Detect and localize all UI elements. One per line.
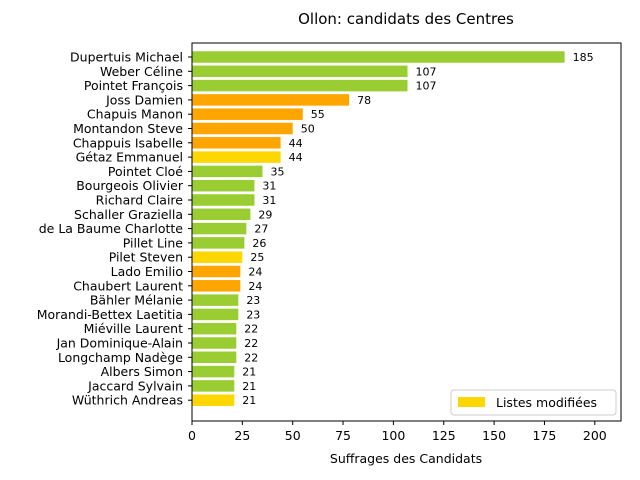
- bar: [192, 137, 281, 149]
- y-tick-label: Lado Emilio: [111, 264, 183, 279]
- bar: [192, 265, 241, 278]
- data-label: 22: [244, 351, 258, 364]
- y-tick-label: de La Baume Charlotte: [39, 221, 184, 236]
- data-label: 44: [289, 151, 303, 164]
- bars-group: [192, 51, 565, 406]
- bar: [192, 108, 303, 120]
- x-tick-label: 200: [583, 428, 607, 443]
- y-tick-label: Pillet Line: [123, 235, 184, 250]
- data-label: 23: [246, 294, 260, 307]
- x-tick-label: 25: [234, 428, 250, 443]
- y-tick-label: Morandi-Bettex Laetitia: [37, 307, 183, 322]
- y-tick-label: Gétaz Emmanuel: [76, 150, 183, 165]
- y-tick-label: Pointet Cloé: [108, 164, 183, 179]
- x-tick-label: 0: [188, 428, 196, 443]
- bar: [192, 222, 247, 235]
- bar: [192, 322, 237, 335]
- data-label: 31: [262, 180, 276, 193]
- data-label: 107: [416, 80, 437, 93]
- data-label: 185: [573, 51, 594, 64]
- bar: [192, 251, 243, 263]
- y-tick-label: Chapuis Manon: [87, 107, 183, 122]
- x-tick-label: 150: [482, 428, 506, 443]
- y-tick-label: Wüthrich Andreas: [72, 393, 183, 408]
- data-label: 50: [301, 123, 315, 136]
- y-tick-label: Chappuis Isabelle: [73, 135, 183, 150]
- chart-title: Ollon: candidats des Centres: [298, 10, 514, 28]
- y-tick-label: Jan Dominique-Alain: [56, 336, 183, 351]
- bar: [192, 79, 408, 92]
- data-label: 25: [250, 251, 264, 264]
- bar: [192, 122, 293, 135]
- bar: [192, 65, 408, 78]
- legend-swatch: [458, 397, 485, 407]
- x-tick-label: 75: [335, 428, 351, 443]
- x-tick-label: 125: [432, 428, 456, 443]
- bar: [192, 294, 239, 306]
- legend-frame: [450, 389, 617, 416]
- data-label: 78: [357, 94, 371, 107]
- bar: [192, 365, 235, 378]
- legend-label: Listes modifiées: [496, 395, 597, 410]
- y-tick-label: Bourgeois Olivier: [76, 178, 184, 193]
- data-label: 22: [244, 323, 258, 336]
- data-labels: 1851071077855504444353131292726252424232…: [242, 51, 593, 407]
- bar: [192, 280, 241, 292]
- data-label: 35: [270, 165, 284, 178]
- bar: [192, 308, 239, 321]
- y-tick-label: Montandon Steve: [73, 121, 183, 136]
- x-tick-label: 50: [285, 428, 301, 443]
- bar: [192, 208, 251, 221]
- data-label: 29: [258, 208, 272, 221]
- data-label: 24: [248, 280, 262, 293]
- data-label: 21: [242, 394, 256, 407]
- bar: [192, 394, 235, 406]
- y-tick-label: Schaller Graziella: [74, 207, 183, 222]
- y-tick-label: Longchamp Nadège: [58, 350, 183, 365]
- bar: [192, 237, 245, 249]
- y-tick-label: Pilet Steven: [109, 250, 183, 265]
- data-label: 27: [254, 223, 268, 236]
- y-tick-label: Jaccard Sylvain: [87, 378, 183, 393]
- y-tick-label: Pointet François: [84, 78, 183, 93]
- data-label: 24: [248, 266, 262, 279]
- data-label: 21: [242, 366, 256, 379]
- y-tick-label: Miéville Laurent: [84, 321, 183, 336]
- bar: [192, 51, 565, 63]
- plot-frame: [191, 42, 622, 422]
- y-tick-label: Chaubert Laurent: [73, 278, 183, 293]
- y-tick-label: Dupertuis Michael: [70, 50, 183, 65]
- y-tick-label: Richard Claire: [96, 193, 184, 208]
- data-label: 23: [246, 308, 260, 321]
- bar: [192, 351, 237, 364]
- legend: Listes modifiées: [450, 389, 617, 416]
- x-tick-label: 175: [533, 428, 557, 443]
- data-label: 26: [252, 237, 266, 250]
- data-label: 44: [289, 137, 303, 150]
- bar: [192, 151, 281, 163]
- data-label: 21: [242, 380, 256, 393]
- data-label: 107: [416, 65, 437, 78]
- y-tick-label: Albers Simon: [101, 364, 183, 379]
- bar: [192, 194, 255, 206]
- data-label: 22: [244, 337, 258, 350]
- data-label: 31: [262, 194, 276, 207]
- y-tick-label: Bähler Mélanie: [90, 293, 183, 308]
- data-label: 55: [311, 108, 325, 121]
- x-ticks: 0 25 50 75 100 125 150 175 200: [188, 421, 607, 443]
- y-tick-label: Joss Damien: [105, 92, 183, 107]
- bar: [192, 94, 350, 106]
- bar: [192, 179, 255, 192]
- x-axis-title: Suffrages des Candidats: [330, 451, 482, 466]
- y-tick-label: Weber Céline: [100, 64, 183, 79]
- x-tick-label: 100: [381, 428, 405, 443]
- bar: [192, 165, 263, 178]
- bar: [192, 337, 237, 349]
- bar: [192, 380, 235, 392]
